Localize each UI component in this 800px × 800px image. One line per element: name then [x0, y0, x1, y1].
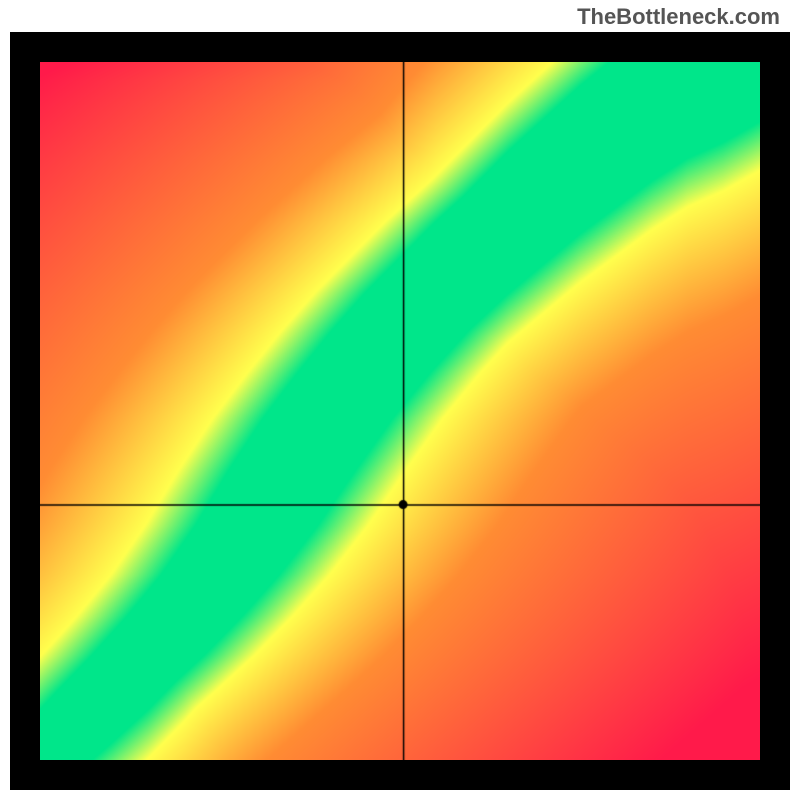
- attribution-text: TheBottleneck.com: [577, 4, 780, 30]
- chart-frame: [10, 32, 790, 790]
- bottleneck-heatmap: [40, 62, 760, 760]
- chart-container: TheBottleneck.com: [0, 0, 800, 800]
